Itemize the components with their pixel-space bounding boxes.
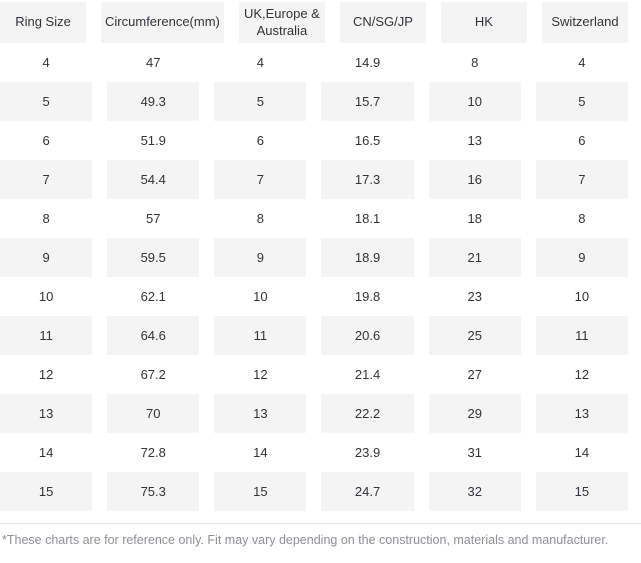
table-row: 14 72.8 14 23.9 31 14 <box>0 433 628 472</box>
table-cell: 64.6 <box>107 316 200 355</box>
table-cell: 6 <box>535 121 628 160</box>
table-cell: 24.7 <box>321 472 414 511</box>
table-cell: 5 <box>0 82 93 121</box>
column-header: Switzerland <box>541 2 628 43</box>
table-cell: 21 <box>428 238 521 277</box>
table-cell: 13 <box>535 394 628 433</box>
table-cell: 32 <box>428 472 521 511</box>
table-cell: 14 <box>214 433 307 472</box>
table-cell: 12 <box>0 355 93 394</box>
table-cell: 20.6 <box>321 316 414 355</box>
table-cell: 6 <box>0 121 93 160</box>
table-cell: 13 <box>428 121 521 160</box>
table-row: 5 49.3 5 15.7 10 5 <box>0 82 628 121</box>
table-cell: 13 <box>214 394 307 433</box>
table-cell: 4 <box>0 43 93 82</box>
table-cell: 23.9 <box>321 433 414 472</box>
table-cell: 25 <box>428 316 521 355</box>
table-cell: 5 <box>535 82 628 121</box>
table-cell: 9 <box>0 238 93 277</box>
table-cell: 72.8 <box>107 433 200 472</box>
table-cell: 47 <box>107 43 200 82</box>
table-cell: 4 <box>535 43 628 82</box>
table-row: 4 47 4 14.9 8 4 <box>0 43 628 82</box>
footnote-text: *These charts are for reference only. Fi… <box>2 533 609 547</box>
table-row: 15 75.3 15 24.7 32 15 <box>0 472 628 511</box>
table-cell: 14.9 <box>321 43 414 82</box>
table-cell: 7 <box>0 160 93 199</box>
table-cell: 7 <box>535 160 628 199</box>
table-cell: 4 <box>214 43 307 82</box>
table-cell: 8 <box>535 199 628 238</box>
table-row: 9 59.5 9 18.9 21 9 <box>0 238 628 277</box>
table-row: 10 62.1 10 19.8 23 10 <box>0 277 628 316</box>
table-cell: 18.1 <box>321 199 414 238</box>
table-cell: 29 <box>428 394 521 433</box>
table-cell: 15 <box>0 472 93 511</box>
column-header: CN/SG/JP <box>339 2 426 43</box>
table-cell: 11 <box>535 316 628 355</box>
table-cell: 12 <box>214 355 307 394</box>
table-cell: 11 <box>0 316 93 355</box>
table-row: 6 51.9 6 16.5 13 6 <box>0 121 628 160</box>
table-body: 4 47 4 14.9 8 4 5 49.3 5 15.7 10 5 6 51.9 6 16.5 13 6 7 54.… <box>0 43 628 511</box>
table-cell: 17.3 <box>321 160 414 199</box>
table-row: 8 57 8 18.1 18 8 <box>0 199 628 238</box>
table-row: 7 54.4 7 17.3 16 7 <box>0 160 628 199</box>
table-header-row: Ring Size Circumference(mm) UK,Europe & Au… <box>0 2 628 43</box>
table-cell: 21.4 <box>321 355 414 394</box>
column-header: UK,Europe & Australia <box>238 2 325 43</box>
table-row: 13 70 13 22.2 29 13 <box>0 394 628 433</box>
table-cell: 15.7 <box>321 82 414 121</box>
table-cell: 31 <box>428 433 521 472</box>
table-cell: 16 <box>428 160 521 199</box>
table-cell: 70 <box>107 394 200 433</box>
table-cell: 8 <box>0 199 93 238</box>
table-cell: 14 <box>0 433 93 472</box>
footnote: *These charts are for reference only. Fi… <box>0 523 641 547</box>
ring-size-conversion-table: Ring Size Circumference(mm) UK,Europe & Au… <box>0 2 628 511</box>
table-cell: 10 <box>428 82 521 121</box>
table-cell: 7 <box>214 160 307 199</box>
table-cell: 15 <box>535 472 628 511</box>
table-cell: 8 <box>428 43 521 82</box>
table-cell: 49.3 <box>107 82 200 121</box>
table-cell: 5 <box>214 82 307 121</box>
table-cell: 59.5 <box>107 238 200 277</box>
table-cell: 19.8 <box>321 277 414 316</box>
table-cell: 15 <box>214 472 307 511</box>
table-cell: 57 <box>107 199 200 238</box>
table-cell: 10 <box>0 277 93 316</box>
table-cell: 13 <box>0 394 93 433</box>
table-cell: 67.2 <box>107 355 200 394</box>
table-cell: 54.4 <box>107 160 200 199</box>
table-cell: 11 <box>214 316 307 355</box>
table-cell: 18 <box>428 199 521 238</box>
table-cell: 9 <box>535 238 628 277</box>
table-cell: 10 <box>214 277 307 316</box>
table-cell: 75.3 <box>107 472 200 511</box>
table-cell: 14 <box>535 433 628 472</box>
table-cell: 8 <box>214 199 307 238</box>
table-cell: 18.9 <box>321 238 414 277</box>
table-cell: 9 <box>214 238 307 277</box>
table-row: 11 64.6 11 20.6 25 11 <box>0 316 628 355</box>
table-row: 12 67.2 12 21.4 27 12 <box>0 355 628 394</box>
column-header: HK <box>440 2 527 43</box>
table-cell: 23 <box>428 277 521 316</box>
table-cell: 10 <box>535 277 628 316</box>
table-cell: 16.5 <box>321 121 414 160</box>
table-cell: 12 <box>535 355 628 394</box>
table-cell: 6 <box>214 121 307 160</box>
column-header: Ring Size <box>0 2 87 43</box>
table-cell: 62.1 <box>107 277 200 316</box>
column-header: Circumference(mm) <box>101 2 224 43</box>
table-cell: 51.9 <box>107 121 200 160</box>
table-cell: 22.2 <box>321 394 414 433</box>
table-cell: 27 <box>428 355 521 394</box>
